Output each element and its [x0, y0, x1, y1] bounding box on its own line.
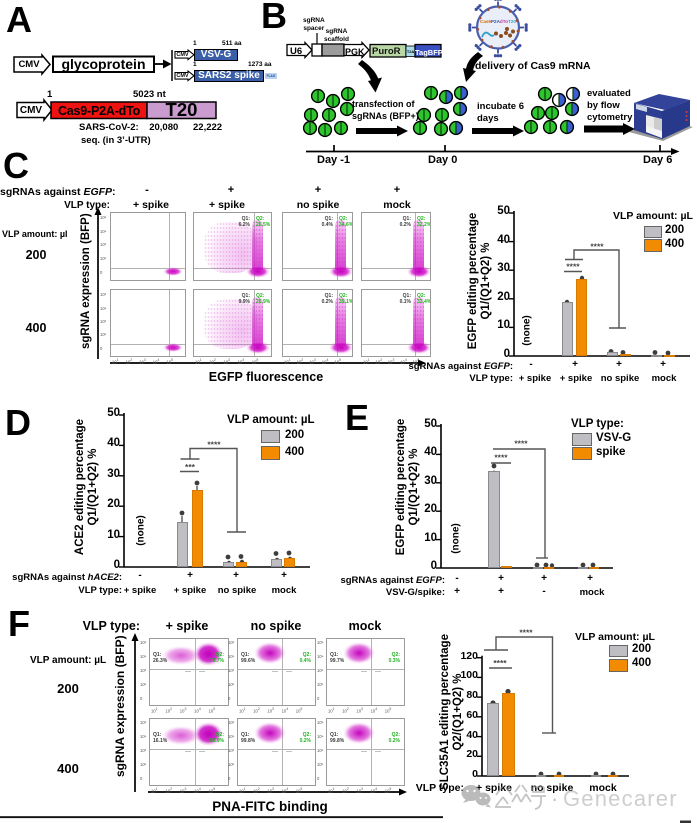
svg-text:****: **** [566, 262, 580, 272]
svg-text:****: **** [514, 439, 528, 449]
svg-text:Cas9P2AdToT20: Cas9P2AdToT20 [480, 19, 516, 24]
svg-text:****: **** [519, 628, 533, 638]
svg-text:***: *** [185, 462, 196, 472]
svg-text:·: · [551, 786, 558, 811]
svg-text:****: **** [207, 440, 221, 450]
svg-text:****: **** [494, 453, 508, 463]
svg-text:****: **** [493, 658, 507, 668]
svg-text:****: **** [590, 242, 604, 252]
svg-text:Genecarer: Genecarer [563, 786, 678, 811]
